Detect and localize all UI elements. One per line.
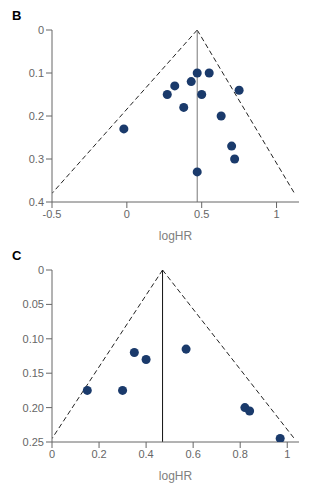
svg-text:0.2: 0.2 bbox=[29, 110, 44, 122]
svg-text:0.2: 0.2 bbox=[91, 448, 106, 460]
svg-text:logHR: logHR bbox=[159, 229, 193, 243]
svg-text:0: 0 bbox=[49, 448, 55, 460]
svg-text:0: 0 bbox=[124, 208, 130, 220]
svg-text:0: 0 bbox=[38, 264, 44, 276]
svg-text:0.8: 0.8 bbox=[233, 448, 248, 460]
svg-text:0.4: 0.4 bbox=[138, 448, 153, 460]
svg-text:0.3: 0.3 bbox=[29, 153, 44, 165]
svg-text:0.20: 0.20 bbox=[23, 402, 44, 414]
svg-text:logHR: logHR bbox=[159, 469, 193, 483]
svg-text:0.6: 0.6 bbox=[185, 448, 200, 460]
svg-text:0.05: 0.05 bbox=[23, 298, 44, 310]
svg-text:0.25: 0.25 bbox=[23, 436, 44, 448]
svg-text:0: 0 bbox=[38, 24, 44, 36]
html-text:B: B bbox=[12, 8, 22, 23]
html-text:C: C bbox=[12, 248, 22, 263]
svg-text:1: 1 bbox=[284, 448, 290, 460]
svg-text:0.4: 0.4 bbox=[29, 196, 44, 208]
svg-text:1: 1 bbox=[273, 208, 279, 220]
svg-text:0.15: 0.15 bbox=[23, 367, 44, 379]
svg-text:0.10: 0.10 bbox=[23, 333, 44, 345]
svg-text:-0.5: -0.5 bbox=[43, 208, 62, 220]
svg-text:0.1: 0.1 bbox=[29, 67, 44, 79]
svg-text:0.5: 0.5 bbox=[194, 208, 209, 220]
